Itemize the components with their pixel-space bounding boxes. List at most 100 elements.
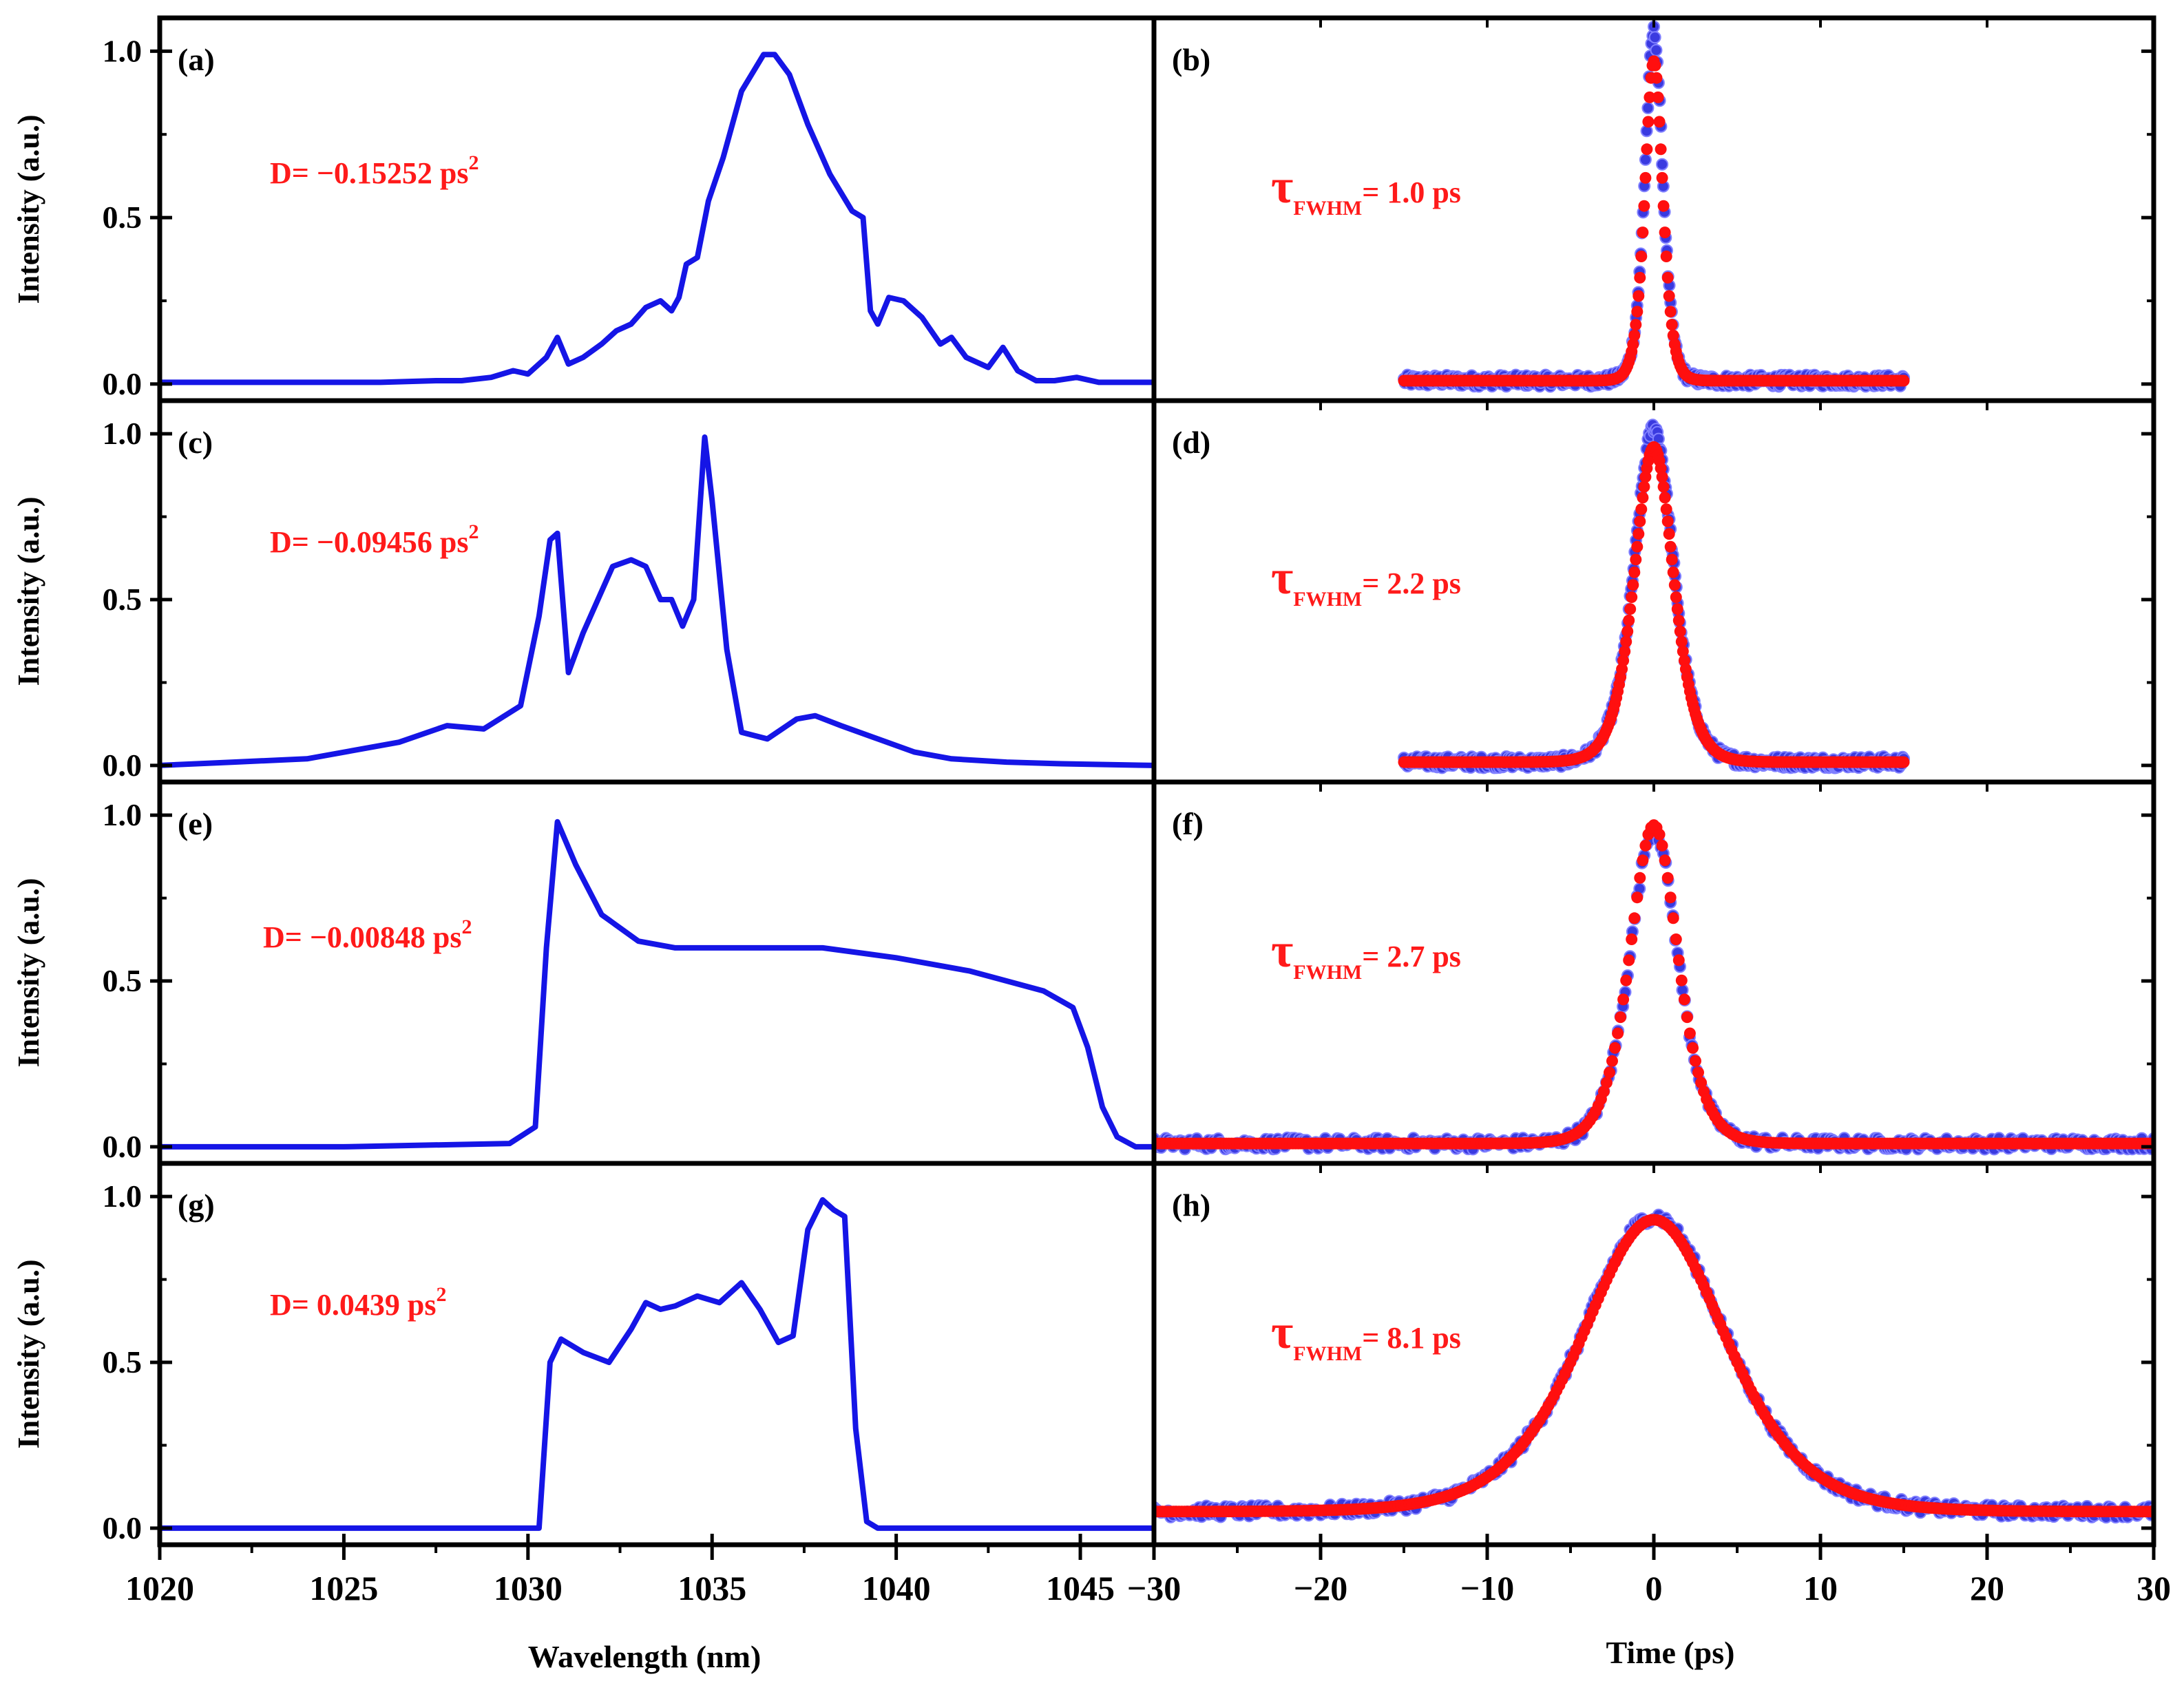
fit-point [1641, 143, 1653, 156]
annotation-sup: 2 [469, 151, 479, 174]
measured-point [1656, 158, 1669, 171]
y-axis-label: Intensity (a.u.) [12, 114, 45, 304]
annotation-sub: FWHM [1293, 1342, 1362, 1365]
fit-point [1634, 515, 1646, 527]
spectrum-line [160, 818, 1154, 1150]
fit-point [1660, 503, 1672, 516]
fit-point [1661, 271, 1674, 284]
fit-point [1683, 1027, 1696, 1039]
axes-layer: 0.0 0.5 1.0 Intensity (a.u.) 0.0 0.5 1.0 Intens… [12, 15, 2171, 1674]
fit-point [1664, 540, 1677, 553]
fit-point [1652, 91, 1664, 103]
y-axis-label: Intensity (a.u.) [12, 1259, 45, 1448]
dispersion-annotation: D= −0.00848 ps2 [263, 916, 472, 954]
panel-g: (g) D= 0.0439 ps2 [160, 1187, 1154, 1531]
x-tick-label: −10 [1460, 1569, 1515, 1607]
fit-point [1670, 933, 1682, 945]
fit-points [1398, 441, 1910, 768]
fit-point [1637, 226, 1649, 239]
annotation-sup: 2 [436, 1283, 446, 1306]
measured-point [1648, 31, 1661, 44]
fit-point [1660, 251, 1672, 262]
fit-point [1659, 854, 1671, 867]
panel-label: (e) [178, 806, 213, 841]
fit-point [1898, 756, 1910, 768]
fit-point [1670, 591, 1682, 603]
fit-point [1628, 912, 1641, 925]
fit-point [1644, 91, 1656, 103]
panel-f: (f) τFWHM= 2.7 ps [1154, 806, 2154, 1156]
fit-point [1597, 1086, 1610, 1098]
annotation-tau: τ [1271, 551, 1293, 604]
panel-b: (b) τFWHM= 1.0 ps [1172, 20, 1910, 393]
annotation-value: = 2.7 ps [1362, 940, 1461, 973]
annotation-sup: 2 [462, 916, 472, 938]
annotation-sub: FWHM [1293, 588, 1362, 611]
fit-point [1672, 614, 1685, 626]
x-tick-label: 10 [1803, 1569, 1838, 1607]
spectrum-line [160, 1197, 1154, 1531]
plot-area [160, 1197, 1154, 1531]
fit-point [1606, 1055, 1618, 1067]
annotation-text: D= −0.00848 ps [263, 920, 462, 954]
fwhm-annotation: τFWHM= 1.0 ps [1271, 160, 1461, 220]
fit-point [1695, 1077, 1708, 1089]
fit-point [1631, 891, 1644, 904]
annotation-sub: FWHM [1293, 197, 1362, 220]
fit-point [1604, 1066, 1615, 1079]
fit-point [1619, 645, 1631, 657]
fit-point [1657, 480, 1670, 493]
fit-point [1638, 480, 1650, 493]
y-tick-label: 0.0 [103, 748, 143, 783]
fit-point [1639, 839, 1652, 852]
x-tick-label: −20 [1294, 1569, 1348, 1607]
fit-point [1655, 143, 1667, 156]
fit-point [1630, 553, 1642, 566]
fit-point [1623, 954, 1635, 967]
y-tick-label: 1.0 [103, 797, 143, 832]
fit-point [1674, 625, 1686, 637]
y-tick-label: 0.5 [103, 582, 143, 617]
fit-point [1671, 603, 1683, 615]
fit-point [1623, 614, 1635, 626]
fit-point [1631, 306, 1644, 318]
fit-point [1664, 891, 1677, 904]
fit-point [1630, 319, 1642, 331]
plot-area [1398, 419, 1910, 774]
plot-area [1154, 819, 2154, 1156]
measured-points [1154, 1208, 2154, 1524]
annotation-value: = 1.0 ps [1362, 176, 1461, 209]
panels-layer: (a)D= −0.15252 ps2(b)τFWHM= 1.0 ps(c)D= … [160, 20, 2154, 1531]
measured-point [1639, 153, 1652, 166]
fit-point [1639, 171, 1652, 184]
fit-point [1659, 226, 1671, 239]
fit-point [1656, 471, 1668, 483]
fit-point [1681, 1011, 1693, 1024]
dispersion-annotation: D= −0.09456 ps2 [270, 520, 479, 559]
fit-point [1655, 462, 1667, 474]
fit-point [1632, 528, 1645, 540]
fit-point [1624, 603, 1637, 615]
x-tick-label: 1040 [862, 1569, 931, 1607]
panel-e: (e) D= −0.00848 ps2 [160, 806, 1154, 1150]
fit-point [1653, 116, 1666, 128]
panel-label: (f) [1172, 806, 1204, 841]
panel-c: (c) D= −0.09456 ps2 [160, 425, 1154, 768]
panel-label: (c) [178, 425, 213, 460]
fit-point [1663, 528, 1675, 540]
fit-point [1668, 579, 1681, 591]
y-axis-label: Intensity (a.u.) [12, 878, 45, 1067]
fit-point [1635, 251, 1648, 262]
fit-point [1666, 319, 1678, 331]
fit-point [1687, 1042, 1699, 1054]
x-tick-label: 20 [1970, 1569, 2004, 1607]
fwhm-annotation: τFWHM= 2.7 ps [1271, 925, 1461, 984]
annotation-sup: 2 [469, 520, 479, 543]
fit-point [1627, 579, 1639, 591]
fit-point [1621, 625, 1634, 637]
fit-point [1634, 872, 1646, 884]
fwhm-annotation: τFWHM= 8.1 ps [1271, 1306, 1461, 1365]
fit-point [1631, 540, 1644, 553]
fit-point [1678, 993, 1690, 1006]
fit-point [1609, 1042, 1621, 1054]
